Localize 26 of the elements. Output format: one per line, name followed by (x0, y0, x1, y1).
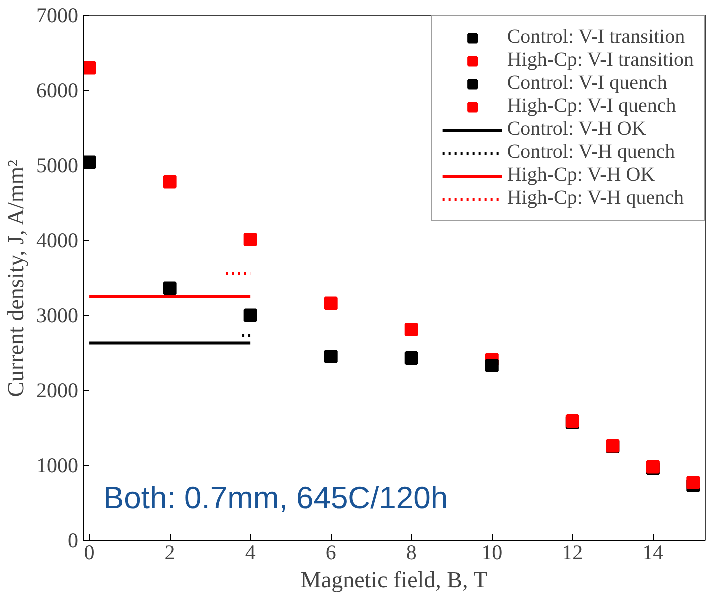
legend-label: High-Cp: V-H OK (507, 164, 656, 187)
y-tick-label: 1000 (36, 454, 78, 478)
x-tick-label: 2 (164, 540, 176, 564)
annotation: Both: 0.7mm, 645C/120h (104, 480, 448, 516)
x-tick-label: 8 (406, 540, 417, 564)
legend-label: High-Cp: V-I transition (507, 49, 694, 72)
legend-label: Control: V-H OK (507, 118, 646, 141)
x-tick-label: 4 (245, 540, 256, 564)
x-tick-label: 10 (482, 540, 503, 564)
y-tick-label: 6000 (36, 78, 78, 102)
x-tick-label: 14 (642, 540, 664, 564)
legend-label: Control: V-H quench (507, 141, 676, 164)
legend-label: Control: V-I quench (507, 72, 668, 95)
x-tick-label: 0 (84, 540, 95, 564)
x-tick-label: 6 (326, 540, 336, 564)
x-axis-title: Magnetic field, B, T (300, 568, 488, 592)
y-tick-label: 2000 (36, 378, 78, 402)
y-axis-title: Current density, J, A/mm² (4, 160, 28, 398)
legend-label: High-Cp: V-H quench (507, 187, 684, 210)
y-tick-label: 5000 (36, 154, 78, 178)
legend-label: High-Cp: V-I quench (507, 95, 676, 118)
legend-label: Control: V-I transition (507, 26, 686, 49)
y-tick-label: 3000 (36, 304, 78, 328)
y-tick-label: 7000 (36, 4, 78, 28)
x-tick-label: 12 (562, 540, 584, 564)
y-tick-label: 4000 (36, 228, 78, 252)
